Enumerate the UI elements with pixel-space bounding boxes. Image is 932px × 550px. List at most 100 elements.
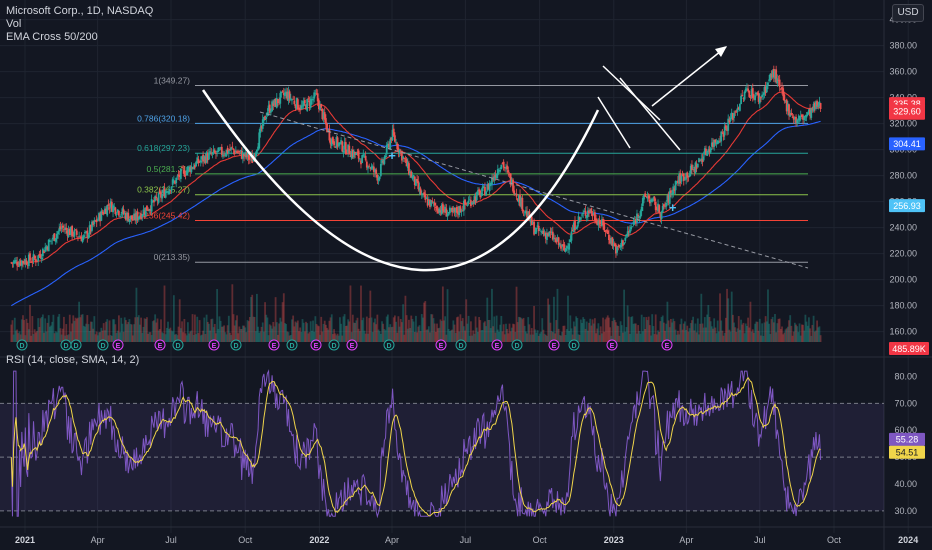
volume-bar	[211, 318, 214, 342]
rsi-sma-label: 54.51	[896, 447, 919, 457]
volume-bar	[402, 304, 404, 342]
candle-body	[703, 148, 706, 155]
candle-body	[339, 142, 341, 145]
volume-bar	[702, 327, 705, 342]
volume-bar	[397, 316, 400, 342]
candle-body	[408, 163, 410, 175]
candle-body	[412, 174, 415, 178]
volume-bar	[747, 317, 749, 342]
candle-body	[344, 142, 347, 154]
candle-body	[401, 150, 403, 161]
candle-body	[708, 149, 711, 153]
candle-body	[605, 230, 608, 231]
volume-bar	[389, 324, 392, 342]
volume-bar	[149, 332, 152, 342]
candle-body	[756, 92, 759, 95]
volume-bar	[68, 314, 71, 342]
volume-bar	[674, 329, 677, 342]
volume-bar	[411, 318, 414, 342]
volume-bar	[342, 316, 345, 342]
event-marker-letter: D	[386, 343, 391, 350]
volume-bar	[510, 327, 513, 342]
candle-body	[681, 174, 684, 176]
volume-bar	[59, 328, 62, 342]
volume-bar	[771, 316, 774, 342]
volume-bar	[376, 314, 379, 342]
candle-body	[685, 173, 688, 180]
currency-button[interactable]: USD	[892, 4, 924, 22]
volume-bar	[591, 319, 594, 342]
volume-bar	[699, 323, 702, 342]
volume-bar	[756, 321, 759, 342]
candle-body	[117, 210, 120, 216]
candle-body	[274, 98, 277, 107]
volume-bar	[779, 329, 782, 342]
volume-bar	[675, 334, 678, 342]
volume-bar	[86, 315, 89, 342]
volume-bar	[595, 333, 597, 342]
candle-body	[819, 103, 822, 110]
candle-body	[633, 220, 636, 224]
volume-bar	[564, 334, 567, 342]
candle-body	[386, 143, 389, 146]
candle-body	[754, 95, 757, 101]
event-marker-letter: D	[100, 343, 105, 350]
candle-body	[179, 168, 182, 179]
volume-bar	[431, 314, 434, 342]
volume-bar	[604, 319, 607, 342]
price-axis-tag	[889, 199, 925, 213]
candle-body	[599, 224, 602, 226]
event-marker-letter: E	[116, 343, 121, 350]
candle-body	[680, 175, 683, 182]
volume-bar	[375, 324, 378, 342]
candle-body	[257, 146, 259, 151]
candle-body	[672, 186, 675, 195]
volume-bar	[443, 320, 445, 342]
fib-level-label: 0(213.35)	[154, 252, 191, 262]
volume-bar	[717, 331, 720, 342]
volume-bar	[619, 321, 622, 342]
volume-bar	[79, 317, 82, 342]
candle-body	[53, 233, 56, 241]
volume-bar	[432, 318, 435, 342]
candle-body	[679, 172, 682, 184]
volume-bar	[80, 314, 83, 342]
volume-bar	[300, 331, 303, 342]
candle-body	[691, 164, 693, 170]
volume-bar	[274, 297, 277, 342]
volume-bar	[312, 320, 314, 342]
volume-bar	[330, 314, 333, 342]
candle-body	[116, 209, 119, 213]
candle-body	[615, 244, 617, 254]
candle-body	[121, 208, 124, 214]
volume-bar	[192, 334, 195, 342]
volume-bar	[582, 317, 585, 342]
volume-bar	[272, 321, 275, 342]
volume-bar	[282, 293, 285, 342]
volume-bar	[448, 331, 451, 342]
volume-bar	[13, 317, 16, 342]
candle-body	[33, 256, 36, 259]
candle-body	[10, 262, 13, 264]
candle-body	[632, 221, 635, 225]
candle-body	[287, 91, 290, 101]
volume-bar	[583, 318, 586, 342]
candle-body	[288, 91, 291, 99]
volume-bar	[529, 334, 532, 342]
volume-bar	[288, 335, 291, 342]
volume-bar	[161, 332, 164, 342]
volume-bar	[811, 325, 814, 342]
volume-bar	[494, 332, 497, 342]
volume-bar	[760, 335, 762, 342]
candle-body	[665, 202, 668, 207]
volume-bar	[100, 327, 103, 342]
candle-body	[730, 112, 733, 119]
candle-body	[751, 88, 754, 98]
candle-body	[192, 166, 195, 170]
volume-bar	[275, 322, 278, 342]
volume-bar	[730, 291, 733, 342]
candle-body	[714, 139, 717, 143]
volume-bar	[556, 288, 559, 342]
candle-body	[544, 232, 547, 239]
